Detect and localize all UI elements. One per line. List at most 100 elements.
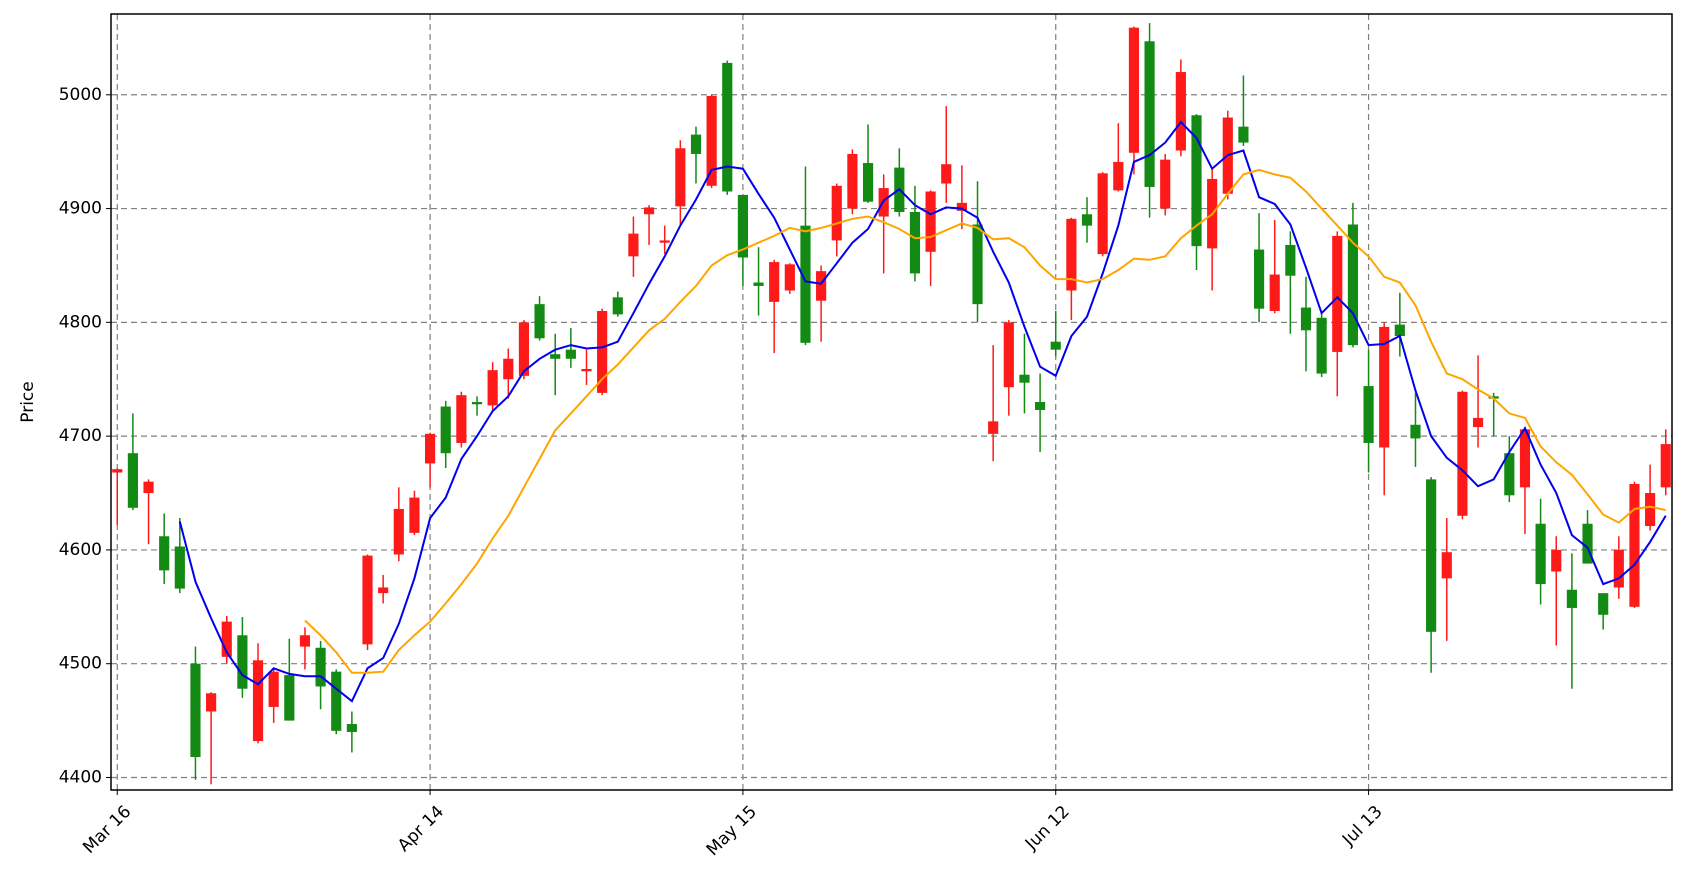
candle-body xyxy=(862,163,874,202)
candle-body xyxy=(1300,307,1312,331)
candle-body xyxy=(722,62,733,192)
candle-body xyxy=(1285,244,1296,276)
candle-body xyxy=(1410,424,1421,439)
x-tick-label: Apr 14 xyxy=(394,802,448,856)
candle-body xyxy=(831,185,842,241)
candle-body xyxy=(737,194,748,258)
candle-body xyxy=(534,304,545,339)
candle-body xyxy=(299,635,311,647)
candle-body xyxy=(1394,324,1405,337)
candle-body xyxy=(1144,41,1155,187)
candle-body xyxy=(315,647,326,687)
candle-body xyxy=(1097,173,1108,255)
candle-body xyxy=(1316,317,1327,374)
plot-frame xyxy=(110,13,1673,791)
candle-body xyxy=(1035,402,1046,410)
candle-body xyxy=(941,164,952,184)
candle-body xyxy=(1613,549,1624,588)
candle-body xyxy=(597,310,608,393)
candle-body xyxy=(784,264,795,291)
candle-body xyxy=(1582,523,1593,564)
candle-body xyxy=(1363,386,1374,443)
candle-body xyxy=(565,349,576,359)
candle-body xyxy=(424,433,436,464)
candle-body xyxy=(1441,552,1452,579)
candle-body xyxy=(284,675,295,721)
candle-body xyxy=(221,621,232,657)
candle-body xyxy=(471,402,483,405)
candle-body xyxy=(972,224,983,305)
moving-average-line xyxy=(178,120,1667,703)
candle-body xyxy=(706,95,717,186)
candle-body xyxy=(1504,453,1515,496)
candle-body xyxy=(409,497,420,533)
candle-body xyxy=(268,671,279,707)
candle-body xyxy=(440,406,451,454)
candle-body xyxy=(1645,493,1656,527)
candle-body xyxy=(1238,126,1249,143)
candle-body xyxy=(675,148,686,207)
y-tick-label: 4500 xyxy=(59,654,102,674)
candle-body xyxy=(1113,161,1124,191)
candle-body xyxy=(1081,214,1093,226)
candle-body xyxy=(1269,274,1280,311)
candle-body xyxy=(550,354,561,359)
candle-body xyxy=(659,240,670,243)
candle-body xyxy=(800,225,811,343)
candle-body xyxy=(581,369,592,372)
candle-body xyxy=(393,508,404,555)
candle-body xyxy=(612,297,623,315)
candle-body xyxy=(690,134,702,154)
candle-body xyxy=(1598,593,1609,615)
candle-body xyxy=(1566,589,1577,608)
candle-body xyxy=(1551,549,1562,572)
candle-body xyxy=(252,660,264,742)
candle-body xyxy=(925,191,936,252)
candle-body xyxy=(206,693,217,712)
candle-body xyxy=(1050,341,1061,350)
candle-body xyxy=(1347,224,1359,346)
candle-body xyxy=(956,202,967,211)
candle-body xyxy=(1160,159,1171,209)
candle-body xyxy=(518,322,530,376)
candle-body xyxy=(628,233,639,257)
candle-body xyxy=(346,724,357,732)
candle-body xyxy=(362,555,373,645)
y-tick-label: 4800 xyxy=(59,312,102,332)
candle-body xyxy=(143,481,154,494)
candle-body xyxy=(237,635,248,689)
candle-body xyxy=(1332,235,1343,352)
candle-body xyxy=(1535,523,1546,585)
candle-body xyxy=(1019,374,1030,383)
candle-body xyxy=(643,207,655,215)
y-tick-label: 4900 xyxy=(59,199,102,219)
candle-body xyxy=(1175,72,1186,151)
candle-body xyxy=(988,421,999,434)
y-tick-label: 4700 xyxy=(59,426,102,446)
candle-body xyxy=(1472,417,1484,428)
candle-body xyxy=(112,469,123,473)
x-tick-label: May 15 xyxy=(703,802,761,860)
candle-body xyxy=(127,453,138,508)
candle-body xyxy=(1519,429,1531,488)
y-axis-label: Price xyxy=(18,381,38,422)
candle-body xyxy=(1003,322,1014,388)
candle-body xyxy=(816,271,827,301)
candle-body xyxy=(1191,115,1202,247)
candle-body xyxy=(847,153,858,209)
candle-body xyxy=(1379,326,1390,448)
x-tick-label: Mar 16 xyxy=(79,802,135,858)
candle-body xyxy=(456,395,467,443)
candle-body xyxy=(1066,218,1077,291)
candle-body xyxy=(769,262,780,302)
y-tick-label: 5000 xyxy=(59,85,102,105)
candle-body xyxy=(753,282,764,286)
candle-body xyxy=(1629,483,1640,607)
moving-average-line xyxy=(304,168,1666,674)
candle-body xyxy=(378,587,389,594)
y-tick-label: 4600 xyxy=(59,540,102,560)
candle-body xyxy=(174,546,185,589)
y-tick-label: 4400 xyxy=(59,767,102,787)
